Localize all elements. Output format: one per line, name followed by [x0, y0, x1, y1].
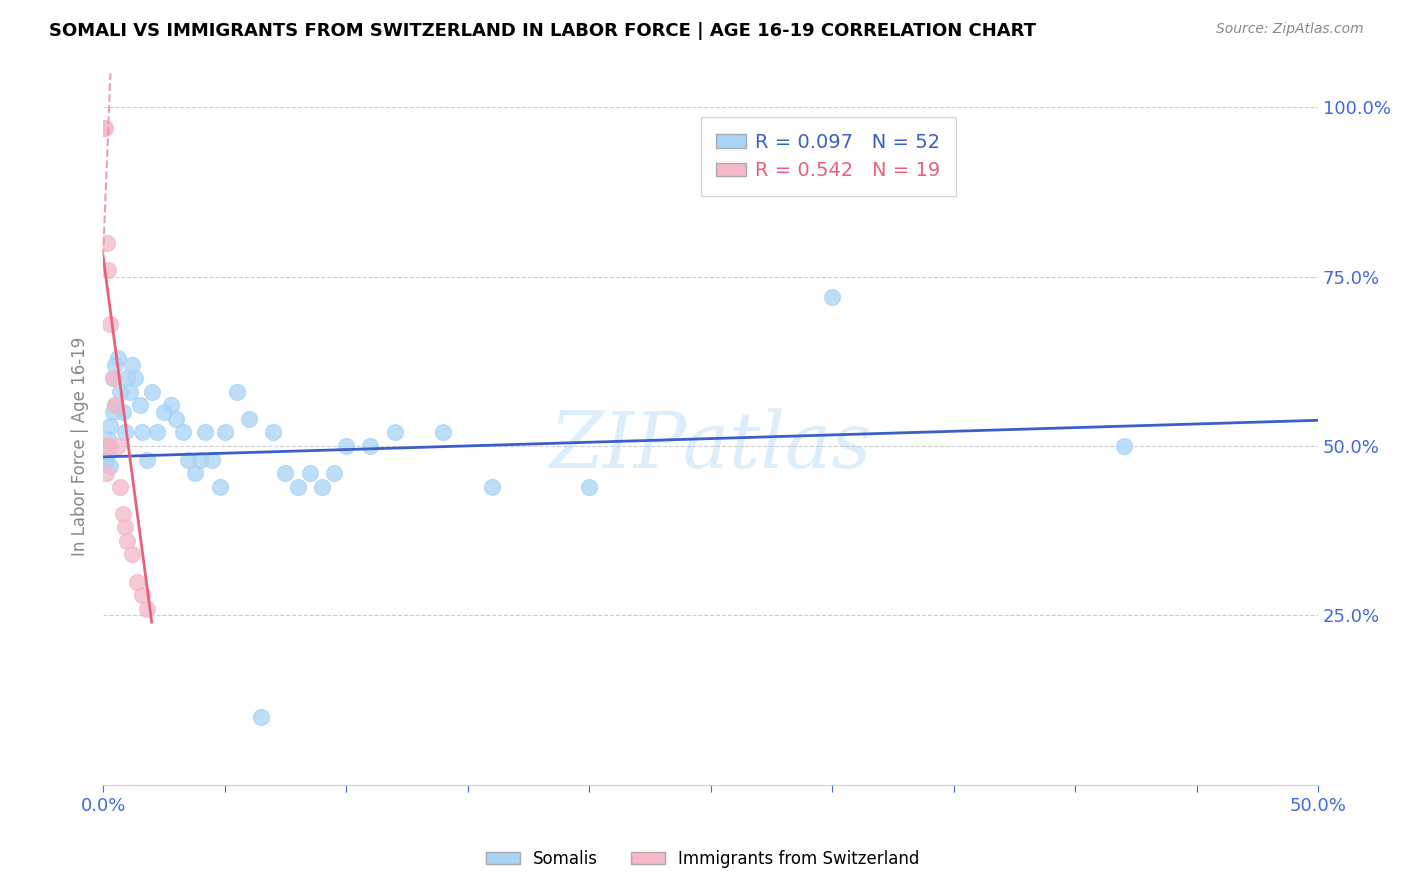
Point [145, 425, 167, 440]
Point [274, 466, 297, 480]
Legend: Somalis, Immigrants from Switzerland: Somalis, Immigrants from Switzerland [479, 844, 927, 875]
Point [311, 480, 333, 494]
Point [94, 439, 117, 453]
Point [262, 425, 284, 440]
Point [238, 412, 260, 426]
Point [323, 466, 346, 480]
Point [97, 446, 120, 460]
Point [117, 533, 139, 548]
Point [298, 466, 321, 480]
Point [335, 439, 357, 453]
Point [93, 120, 115, 135]
Point [104, 398, 127, 412]
Text: SOMALI VS IMMIGRANTS FROM SWITZERLAND IN LABOR FORCE | AGE 16-19 CORRELATION CHA: SOMALI VS IMMIGRANTS FROM SWITZERLAND IN… [49, 22, 1036, 40]
Point [208, 480, 231, 494]
Point [96, 263, 118, 277]
Point [100, 418, 122, 433]
Point [97, 439, 120, 453]
Point [100, 439, 122, 453]
Point [184, 466, 207, 480]
Point [114, 425, 136, 440]
Point [128, 398, 150, 412]
Point [107, 439, 129, 453]
Point [432, 425, 454, 440]
Point [97, 432, 120, 446]
Point [104, 398, 127, 412]
Point [124, 371, 146, 385]
Point [578, 480, 600, 494]
Point [165, 412, 187, 426]
Point [177, 452, 200, 467]
Point [131, 425, 153, 440]
Point [225, 384, 247, 399]
Point [121, 548, 143, 562]
Point [114, 520, 136, 534]
Point [108, 384, 131, 399]
Point [104, 358, 127, 372]
Point [172, 425, 194, 440]
Point [94, 120, 117, 135]
Point [135, 601, 157, 615]
Point [100, 459, 122, 474]
Point [118, 384, 141, 399]
Point [194, 425, 217, 440]
Point [96, 235, 118, 250]
Point [94, 452, 117, 467]
Point [160, 398, 183, 412]
Point [101, 371, 124, 385]
Text: Source: ZipAtlas.com: Source: ZipAtlas.com [1216, 22, 1364, 37]
Point [111, 507, 134, 521]
Point [135, 452, 157, 467]
Point [131, 588, 153, 602]
Point [111, 405, 134, 419]
Point [188, 452, 211, 467]
Legend: R = 0.097   N = 52, R = 0.542   N = 19: R = 0.097 N = 52, R = 0.542 N = 19 [700, 117, 956, 196]
Point [94, 466, 117, 480]
Point [101, 405, 124, 419]
Point [153, 405, 176, 419]
Point [127, 574, 149, 589]
Point [1112, 439, 1135, 453]
Point [141, 384, 163, 399]
Point [384, 425, 406, 440]
Point [359, 439, 381, 453]
Point [100, 317, 122, 331]
Point [94, 439, 117, 453]
Text: ZIPatlas: ZIPatlas [550, 408, 872, 484]
Point [250, 710, 273, 724]
Y-axis label: In Labor Force | Age 16-19: In Labor Force | Age 16-19 [72, 336, 89, 556]
Point [821, 290, 844, 304]
Point [481, 480, 503, 494]
Point [107, 351, 129, 365]
Point [117, 371, 139, 385]
Point [214, 425, 236, 440]
Point [287, 480, 309, 494]
Point [121, 358, 143, 372]
Point [101, 371, 124, 385]
Point [201, 452, 224, 467]
Point [108, 480, 131, 494]
